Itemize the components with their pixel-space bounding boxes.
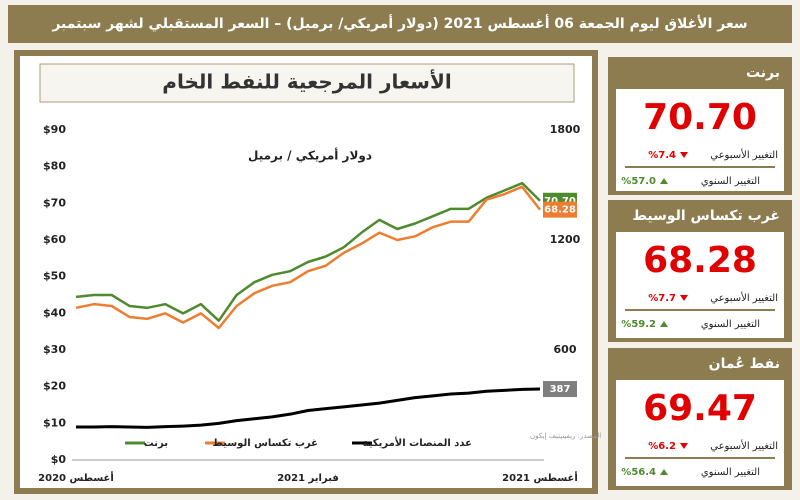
source: المصدر: ريفينيتيف إيكون	[530, 432, 601, 440]
down-arrow	[680, 295, 688, 301]
y-tick-label: $10	[43, 416, 66, 429]
card-body	[616, 232, 784, 338]
card-title: غرب تكساس الوسيط	[632, 208, 780, 224]
annual-value: %59.2	[621, 319, 656, 330]
annual-label: التغيير السنوي	[701, 176, 760, 187]
y-tick-label: $90	[43, 123, 66, 136]
card-price: 69.47	[643, 388, 757, 429]
up-arrow	[660, 469, 668, 475]
top-banner	[8, 5, 792, 43]
weekly-label: التغيير الأسبوعي	[710, 148, 778, 161]
x-tick-label: فبراير 2021	[277, 473, 339, 484]
y-tick-label: $0	[51, 453, 67, 466]
y-tick-label: $50	[43, 270, 66, 283]
x-tick-label: أغسطس 2021	[502, 471, 578, 484]
chart-title: الأسعار المرجعية للنفط الخام	[162, 69, 451, 94]
annual-value: %57.0	[621, 176, 656, 187]
y-tick-label: $70	[43, 196, 66, 209]
weekly-label: التغيير الأسبوعي	[710, 291, 778, 304]
y-tick-label: $30	[43, 343, 66, 356]
card-price: 70.70	[643, 97, 757, 138]
up-arrow	[660, 321, 668, 327]
annual-label: التغيير السنوي	[701, 467, 760, 478]
y2-tick-label: 1200	[550, 233, 581, 246]
end-label: 387	[550, 384, 571, 395]
end-label: 70.70	[544, 196, 576, 207]
annual-value: %56.4	[621, 467, 656, 478]
cards: برنت 70.70 التغيير الأسبوعي %7.4 التغيير الس…	[608, 57, 792, 490]
end-label: 68.28	[544, 205, 576, 216]
card-price: 68.28	[643, 240, 757, 281]
legend-label: عدد المنصات الأمريكية	[363, 436, 472, 449]
plot: $0 $10 $20 $30 $40 $50 $60 $70 $80 $90 600 1200 1800…	[38, 123, 580, 484]
card-body	[616, 89, 784, 191]
weekly-value: %7.7	[648, 293, 676, 304]
legend-label: برنت	[144, 438, 168, 449]
y2-tick-label: 1800	[550, 123, 581, 136]
y-tick-label: $80	[43, 160, 66, 173]
y2-tick-label: 600	[554, 343, 577, 356]
card-title: نفط عُمان	[709, 356, 780, 372]
card-body	[616, 380, 784, 486]
series-line	[76, 387, 541, 429]
series-line	[75, 185, 541, 330]
weekly-value: %6.2	[648, 441, 676, 452]
card-title: برنت	[746, 65, 780, 81]
up-arrow	[660, 178, 668, 184]
end-label-box	[543, 381, 577, 398]
series-line	[75, 181, 541, 322]
annual-label: التغيير السنوي	[701, 319, 760, 330]
y-tick-label: $60	[43, 233, 66, 246]
end-label-box	[543, 201, 577, 218]
legend-label: غرب تكساس الوسيط	[213, 438, 318, 449]
y-tick-label: $20	[43, 380, 66, 393]
chart-subtitle: دولار أمريكي / برميل	[248, 148, 372, 164]
down-arrow	[680, 152, 688, 158]
banner-title: سعر الأغلاق ليوم الجمعة 06 أغسطس 2021 (د…	[51, 14, 747, 32]
down-arrow	[680, 443, 688, 449]
chart-title-box	[39, 63, 575, 103]
weekly-value: %7.4	[648, 150, 676, 161]
x-tick-label: أغسطس 2020	[38, 471, 114, 484]
weekly-label: التغيير الأسبوعي	[710, 439, 778, 452]
y-tick-label: $40	[43, 306, 66, 319]
